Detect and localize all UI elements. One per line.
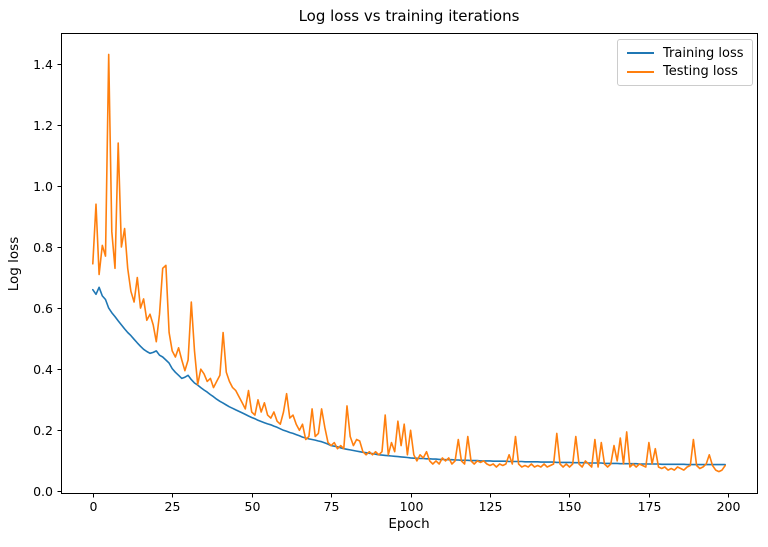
legend: Training loss Testing loss	[617, 39, 753, 86]
y-tick-label: 0.2	[33, 423, 53, 438]
y-tick-label: 0.6	[33, 301, 53, 316]
training-loss-line-swatch	[627, 52, 654, 55]
y-tick-label: 1.0	[33, 179, 53, 194]
y-tick-label: 0.8	[33, 240, 53, 255]
y-tick-label: 1.2	[33, 118, 53, 133]
y-tick-label: 0.0	[33, 484, 53, 499]
legend-entry-training-loss: Training loss	[627, 45, 744, 61]
legend-entry-testing-loss: Testing loss	[627, 64, 743, 79]
x-tick-label: 125	[479, 499, 503, 514]
y-tick-label: 0.4	[33, 362, 53, 377]
testing-loss-line-swatch	[627, 70, 654, 73]
x-tick-label: 100	[400, 499, 424, 514]
x-tick-label: 25	[165, 499, 181, 514]
legend-label-training-loss: Training loss	[663, 45, 744, 61]
legend-label-testing-loss: Testing loss	[663, 64, 738, 80]
x-tick-label: 0	[90, 499, 98, 514]
x-axis-label: Epoch	[388, 516, 430, 532]
y-axis-label: Log loss	[6, 236, 22, 292]
y-tick-label: 1.4	[33, 57, 53, 72]
plot-frame	[61, 33, 758, 494]
x-tick-label: 75	[324, 499, 340, 514]
x-tick-label: 175	[638, 499, 662, 514]
chart-title: Log loss vs training iterations	[298, 7, 520, 25]
training-loss-line	[92, 286, 727, 466]
x-tick-label: 50	[245, 499, 261, 514]
x-tick-label: 150	[558, 499, 582, 514]
testing-loss-line	[92, 53, 727, 473]
x-tick-label: 200	[717, 499, 741, 514]
